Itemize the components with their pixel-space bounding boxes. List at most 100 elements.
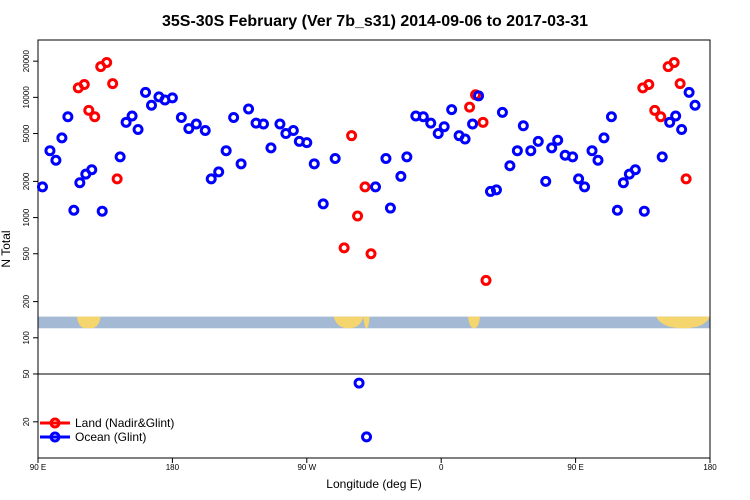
ocean-point [265,142,277,154]
ocean-point [683,86,695,98]
x-tick-label: 0 [439,463,444,472]
x-tick-label: 90 E [567,463,583,472]
ocean-point [190,118,202,130]
ocean-point [74,177,86,189]
x-tick-label: 90 E [30,463,46,472]
ocean-point [664,116,676,128]
land-point [649,104,661,116]
x-tick-label: 180 [166,463,180,472]
ocean-point [220,145,232,157]
ocean-point [86,164,98,176]
ocean-point [598,132,610,144]
land-point [464,101,476,113]
ocean-point [199,125,211,137]
land-segment [656,316,710,329]
ocean-point [511,145,523,157]
y-tick-label: 20 [22,417,31,426]
ocean-point [68,204,80,216]
ocean-point [473,90,485,102]
plot-frame [37,39,711,459]
y-tick-label: 100 [22,331,31,345]
ocean-band [38,316,710,329]
land-point [643,78,655,90]
ocean-point [552,134,564,146]
ocean-point [308,158,320,170]
land-point [338,242,350,254]
ocean-point [62,111,74,123]
ocean-point [579,181,591,193]
ocean-point [670,110,682,122]
ocean-point [611,204,623,216]
y-tick-label: 50 [22,369,31,378]
ocean-point [496,106,508,118]
ocean-point [592,154,604,166]
ocean-point [257,118,269,130]
ocean-point [605,111,617,123]
land-point [78,78,90,90]
land-point [111,173,123,185]
land-point [89,111,101,123]
y-tick-label: 20000 [22,49,31,72]
ocean-point [638,205,650,217]
ocean-point [676,124,688,136]
ocean-point [329,153,341,165]
ocean-point [228,111,240,123]
ocean-point [243,103,255,115]
land-point [101,56,113,68]
land-point [668,56,680,68]
ocean-point [353,377,365,389]
land-point [346,130,358,142]
land-point [655,111,667,123]
y-tick-label: 5000 [22,124,31,142]
ocean-point [183,123,195,135]
ocean-point [617,177,629,189]
ocean-point [525,145,537,157]
chart-title: 35S-30S February (Ver 7b_s31) 2014-09-06… [162,13,588,30]
y-axis: 20 50 100 200 500 1000 2000 5000 10000 20000 [22,49,38,426]
land-ocean-strip [38,316,710,329]
ocean-point [301,137,313,149]
ocean-point [484,185,496,197]
ocean-point [689,99,701,111]
ocean-point [132,124,144,136]
ocean-point [540,175,552,187]
ocean-point [235,158,247,170]
ocean-point [166,92,178,104]
land-point [107,78,119,90]
land-point [680,173,692,185]
ocean-point [380,153,392,165]
ocean-point [629,164,641,176]
ocean-point [384,202,396,214]
y-tick-label: 2000 [22,172,31,190]
ocean-point [438,121,450,133]
x-axis-label: Longitude (deg E) [326,477,421,491]
legend-ocean-marker [49,431,61,443]
x-axis: 90 E 180 90 W 0 90 E 180 [30,458,717,472]
y-tick-label: 500 [22,247,31,261]
ocean-point [467,118,479,130]
ocean-point [126,110,138,122]
land-segment [81,316,101,329]
ocean-point [446,104,458,116]
y-tick-label: 200 [22,294,31,308]
ocean-point [145,99,157,111]
land-point [365,248,377,260]
legend-ocean-label: Ocean (Glint) [75,430,146,444]
ocean-point [432,128,444,140]
land-segment [468,316,481,329]
ocean-point [369,181,381,193]
land-point [477,116,489,128]
ocean-point [96,205,108,217]
ocean-point [532,135,544,147]
ocean-point [395,170,407,182]
ocean-point [517,120,529,132]
land-segment [333,316,364,329]
ocean-point [656,151,668,163]
land-segment [363,316,370,329]
ocean-point [567,151,579,163]
ocean-point [546,142,558,154]
ocean-point [401,151,413,163]
ocean-point [213,166,225,178]
legend-item-land: Land (Nadir&Glint) [40,416,174,430]
